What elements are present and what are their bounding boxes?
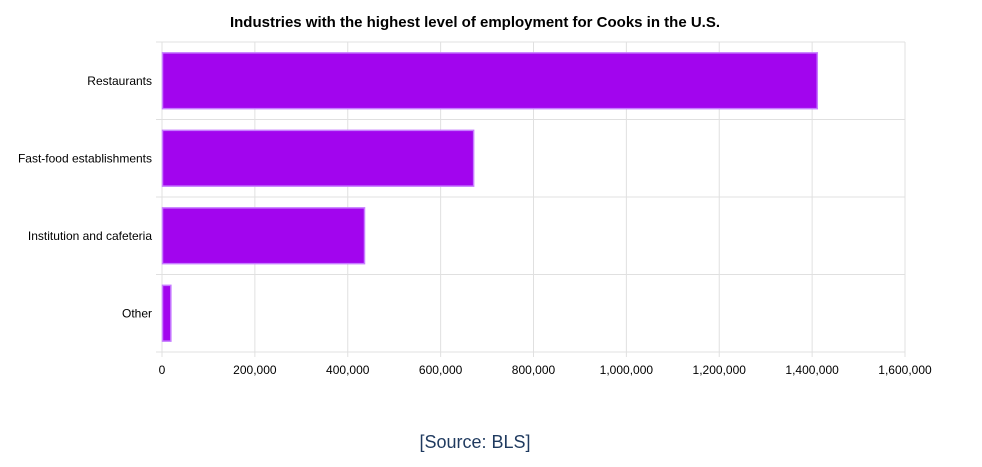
y-tick-label: Fast-food establishments bbox=[18, 151, 152, 165]
x-tick-label: 400,000 bbox=[326, 363, 370, 377]
bar bbox=[161, 284, 172, 342]
x-tick-label: 1,000,000 bbox=[600, 363, 654, 377]
x-tick-label: 800,000 bbox=[512, 363, 556, 377]
y-tick-label: Institution and cafeteria bbox=[28, 229, 152, 243]
x-tick-label: 0 bbox=[159, 363, 166, 377]
x-tick-label: 1,200,000 bbox=[693, 363, 747, 377]
x-axis-labels: 0 200,000 400,000 600,000 800,000 1,000,000 1,… bbox=[159, 363, 932, 377]
x-tick-label: 1,400,000 bbox=[785, 363, 839, 377]
bar bbox=[161, 129, 475, 187]
x-tick-label: 600,000 bbox=[419, 363, 463, 377]
chart-title: Industries with the highest level of emp… bbox=[230, 14, 720, 31]
x-tick-label: 1,600,000 bbox=[878, 363, 932, 377]
y-tick-label: Other bbox=[122, 306, 152, 320]
y-axis-labels: Restaurants Fast-food establishments Insti… bbox=[18, 74, 152, 321]
chart-bars bbox=[161, 52, 819, 342]
source-note: [Source: BLS] bbox=[419, 432, 531, 452]
bar bbox=[161, 52, 819, 110]
x-tick-label: 200,000 bbox=[233, 363, 277, 377]
bar-chart: Industries with the highest level of emp… bbox=[18, 14, 932, 377]
y-tick-label: Restaurants bbox=[87, 74, 152, 88]
bar bbox=[161, 207, 366, 265]
